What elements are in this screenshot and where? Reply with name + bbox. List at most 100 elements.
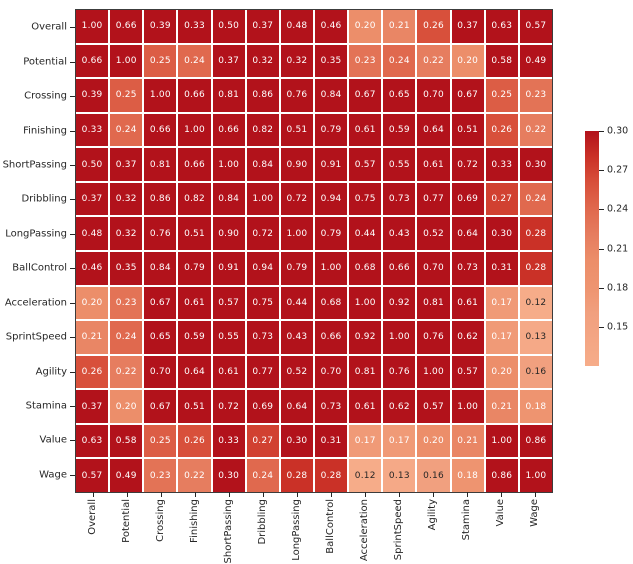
heatmap-cell: 0.91 <box>314 148 348 181</box>
heatmap-cell: 0.39 <box>144 10 177 43</box>
heatmap-cell: 0.84 <box>144 252 177 285</box>
heatmap-cell: 0.86 <box>485 459 518 492</box>
heatmap-cell: 0.43 <box>383 217 416 250</box>
heatmap-cell: 0.67 <box>451 79 484 112</box>
heatmap-cell: 0.70 <box>314 355 348 389</box>
heatmap-cell: 0.17 <box>349 424 382 458</box>
y-tick-label: Dribbling <box>21 193 67 205</box>
heatmap-cell: 0.21 <box>485 390 518 423</box>
y-tick-label: Agility <box>35 366 67 377</box>
heatmap-cell: 0.91 <box>212 252 245 285</box>
heatmap-cell: 0.62 <box>451 321 484 354</box>
heatmap-cell: 0.25 <box>144 44 177 78</box>
heatmap-cell: 0.66 <box>110 10 143 43</box>
heatmap-cell: 0.63 <box>76 424 109 458</box>
x-tick-label: Wage <box>529 499 540 527</box>
heatmap-cell: 0.84 <box>246 148 279 181</box>
heatmap-cell: 0.46 <box>76 252 109 285</box>
heatmap-cell: 0.62 <box>383 390 416 423</box>
y-tick-mark <box>70 268 75 270</box>
heatmap-cell: 0.51 <box>451 113 484 147</box>
heatmap-cell: 0.25 <box>144 424 177 458</box>
heatmap-cell: 0.73 <box>314 390 348 423</box>
y-tick-mark <box>70 199 75 201</box>
heatmap-cell: 0.55 <box>383 148 416 181</box>
heatmap-cell: 0.24 <box>178 44 211 78</box>
heatmap-cell: 0.73 <box>246 321 279 354</box>
y-tick-label: Overall <box>31 21 67 33</box>
heatmap-cell: 0.92 <box>383 286 416 320</box>
colorbar-tick-mark <box>599 131 604 132</box>
heatmap-cell: 1.00 <box>280 217 313 250</box>
x-tick-label: Dribbling <box>257 499 268 545</box>
y-tick-label: Wage <box>39 469 67 481</box>
heatmap-cell: 0.64 <box>451 217 484 250</box>
heatmap-cell: 0.20 <box>76 286 109 320</box>
y-tick-mark <box>70 96 75 98</box>
heatmap-cell: 0.64 <box>280 390 313 423</box>
heatmap-cell: 0.37 <box>76 182 109 216</box>
heatmap-cell: 0.86 <box>144 182 177 216</box>
x-tick-label: Crossing <box>155 499 166 542</box>
y-tick-label: Stamina <box>25 400 67 412</box>
heatmap-cell: 0.16 <box>519 355 552 389</box>
heatmap-cell: 0.24 <box>110 321 143 354</box>
heatmap-cell: 0.20 <box>110 390 143 423</box>
colorbar-tick-label: 0.30 <box>607 125 629 137</box>
heatmap-cell: 0.17 <box>485 321 518 354</box>
x-tick-mark <box>365 492 366 497</box>
y-tick-mark <box>70 27 75 29</box>
heatmap-cell: 0.30 <box>485 217 518 250</box>
y-tick-mark <box>70 474 75 476</box>
colorbar-tick-mark <box>599 326 604 328</box>
y-tick-label: Value <box>39 434 67 446</box>
heatmap-cell: 0.31 <box>314 424 348 458</box>
heatmap-cell: 0.25 <box>110 79 143 112</box>
heatmap-plot-area: 1.00 0.66 0.39 0.33 0.50 0.37 0.48 0.46 0.20 0.21… <box>75 9 553 493</box>
heatmap-cell: 0.65 <box>144 321 177 354</box>
heatmap-cell: 0.22 <box>178 459 211 492</box>
heatmap-cell: 0.20 <box>417 424 450 458</box>
heatmap-cell: 0.33 <box>485 148 518 181</box>
heatmap-cell: 1.00 <box>246 182 279 216</box>
heatmap-cell: 0.63 <box>485 10 518 43</box>
colorbar-tick-mark <box>599 209 604 211</box>
heatmap-cell: 0.20 <box>349 10 382 43</box>
heatmap-cell: 0.66 <box>178 148 211 181</box>
heatmap-cell: 0.35 <box>110 252 143 285</box>
x-tick-label: Agility <box>427 499 438 531</box>
heatmap-cell: 0.61 <box>417 148 450 181</box>
heatmap-cell: 0.75 <box>246 286 279 320</box>
heatmap-cell: 0.33 <box>76 113 109 147</box>
y-tick-label: LongPassing <box>5 228 67 240</box>
heatmap-cell: 0.58 <box>110 424 143 458</box>
x-tick-mark <box>399 492 400 497</box>
heatmap-cell: 0.22 <box>519 113 552 147</box>
heatmap-cell: 0.16 <box>417 459 450 492</box>
heatmap-cell: 0.72 <box>212 390 245 423</box>
y-tick-label: Crossing <box>24 90 67 102</box>
heatmap-cell: 0.66 <box>76 44 109 78</box>
heatmap-cell: 0.27 <box>485 182 518 216</box>
heatmap-cell: 0.24 <box>246 459 279 492</box>
heatmap-cell: 0.68 <box>314 286 348 320</box>
colorbar-tick-label: 0.15 <box>607 321 629 333</box>
heatmap-cell: 0.51 <box>178 390 211 423</box>
x-tick-label: Potential <box>121 499 132 543</box>
y-tick-label: SprintSpeed <box>5 331 67 343</box>
x-tick-mark <box>501 492 502 497</box>
heatmap-cell: 0.67 <box>349 79 382 112</box>
heatmap-cell: 0.90 <box>280 148 313 181</box>
heatmap-cell: 0.20 <box>451 44 484 78</box>
heatmap-cell: 1.00 <box>212 148 245 181</box>
heatmap-cell: 0.61 <box>178 286 211 320</box>
heatmap-cell: 1.00 <box>76 10 109 43</box>
x-tick-mark <box>93 492 94 497</box>
heatmap-cell: 0.86 <box>246 79 279 112</box>
heatmap-cell: 0.13 <box>519 321 552 354</box>
heatmap-cell: 0.84 <box>212 182 245 216</box>
heatmap-cell: 0.59 <box>383 113 416 147</box>
heatmap-cell: 0.43 <box>280 321 313 354</box>
y-tick-mark <box>70 233 75 235</box>
x-tick-label: Acceleration <box>359 499 370 562</box>
